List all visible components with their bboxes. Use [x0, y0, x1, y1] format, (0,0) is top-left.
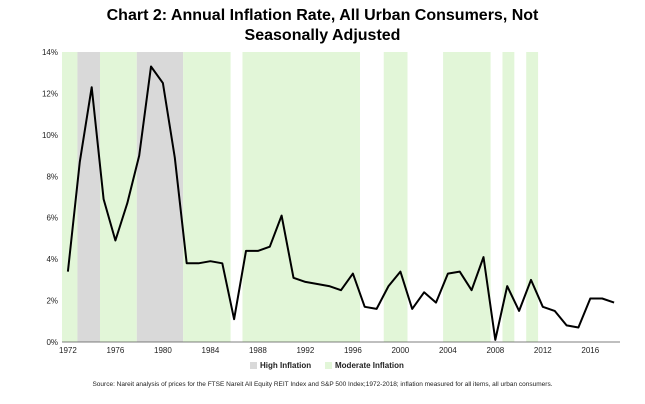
chart-title: Chart 2: Annual Inflation Rate, All Urba…	[0, 6, 645, 46]
y-tick-label: 0%	[46, 338, 58, 347]
source-note: Source: Nareit analysis of prices for th…	[92, 381, 553, 388]
x-tick-label: 1980	[154, 346, 172, 355]
inflation-line-0	[66, 65, 615, 341]
shaded-periods	[62, 52, 539, 342]
moderate-inflation-band-4	[183, 52, 231, 342]
x-tick-label: 1984	[202, 346, 220, 355]
legend-label-high: High Inflation	[260, 361, 311, 370]
moderate-inflation-band-6	[383, 52, 408, 342]
moderate-inflation-band-8	[502, 52, 515, 342]
moderate-inflation-band-5	[242, 52, 360, 342]
y-tick-label: 14%	[42, 48, 58, 57]
y-tick-label: 8%	[46, 172, 58, 181]
high-inflation-band-3	[136, 52, 184, 342]
x-tick-label: 2000	[391, 346, 409, 355]
x-tick-label: 1972	[59, 346, 77, 355]
chart-title-line2: Seasonally Adjusted	[244, 27, 401, 44]
moderate-inflation-band-2	[99, 52, 137, 342]
x-tick-label: 1996	[344, 346, 362, 355]
legend-swatch-moderate	[325, 362, 332, 369]
x-tick-label: 1976	[107, 346, 125, 355]
y-tick-label: 6%	[46, 214, 58, 223]
moderate-inflation-band-9	[526, 52, 539, 342]
series-lines	[66, 65, 615, 341]
x-tick-label: 1988	[249, 346, 267, 355]
moderate-inflation-band-0	[62, 52, 78, 342]
x-axis: 1972 1976 1980 1984 1988 1992 1996 2000 2004 2008…	[59, 341, 620, 355]
y-tick-label: 12%	[42, 89, 58, 98]
high-inflation-band-1	[77, 52, 100, 342]
legend-label-moderate: Moderate Inflation	[335, 361, 404, 370]
legend-swatch-high	[250, 362, 257, 369]
moderate-inflation-band-7	[443, 52, 491, 342]
y-axis: 0% 2% 4% 6% 8% 10% 12% 14%	[42, 48, 58, 347]
x-tick-label: 1992	[296, 346, 314, 355]
x-tick-label: 2008	[486, 346, 504, 355]
x-tick-label: 2016	[581, 346, 599, 355]
legend: High Inflation Moderate Inflation	[250, 361, 404, 370]
y-tick-label: 2%	[46, 297, 58, 306]
y-tick-label: 10%	[42, 131, 58, 140]
x-tick-label: 2012	[534, 346, 552, 355]
x-tick-label: 2004	[439, 346, 457, 355]
chart-title-line1: Chart 2: Annual Inflation Rate, All Urba…	[106, 7, 539, 24]
y-tick-label: 4%	[46, 255, 58, 264]
